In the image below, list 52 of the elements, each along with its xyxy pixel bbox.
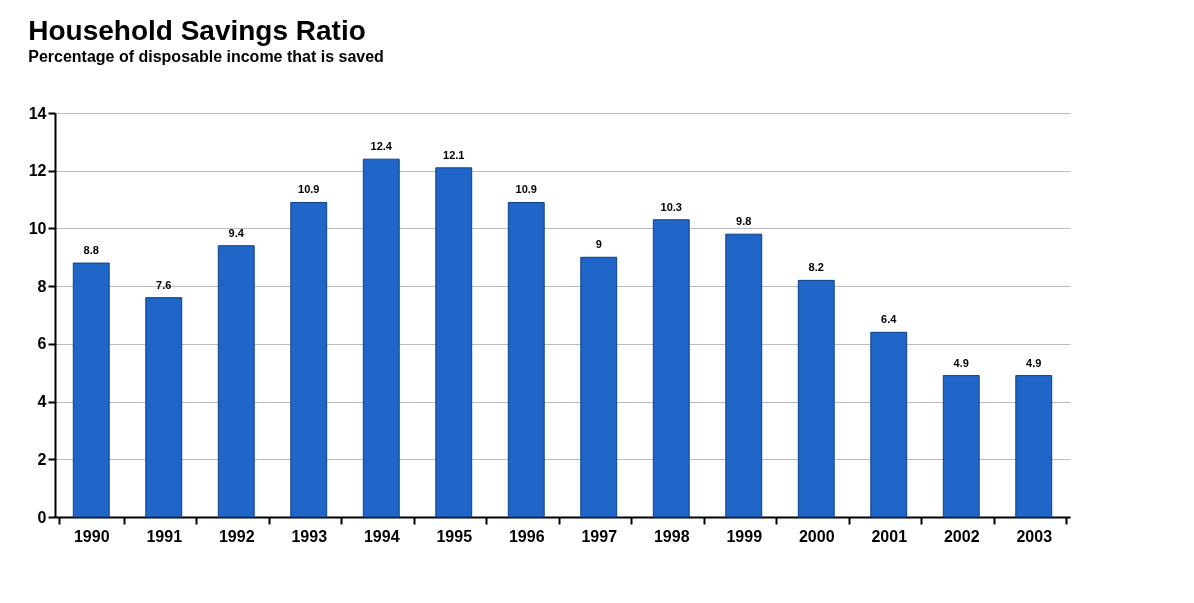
x-tick-label: 1991 bbox=[146, 527, 183, 545]
bar bbox=[797, 279, 835, 518]
data-label: 10.9 bbox=[298, 183, 320, 196]
x-tick-label: 2003 bbox=[1016, 527, 1053, 545]
bar bbox=[145, 297, 183, 518]
bar bbox=[580, 256, 618, 518]
data-label: 12.4 bbox=[370, 140, 393, 153]
data-label: 10.9 bbox=[515, 183, 537, 196]
x-tick-label: 2000 bbox=[798, 527, 835, 545]
chart-title: Household Savings Ratio bbox=[28, 15, 366, 46]
x-tick-label: 1996 bbox=[508, 527, 545, 545]
data-label: 9.8 bbox=[736, 215, 752, 228]
y-tick-label: 4 bbox=[37, 393, 47, 411]
y-tick-label: 8 bbox=[37, 277, 47, 295]
x-tick-label: 1992 bbox=[218, 527, 255, 545]
bar bbox=[942, 375, 980, 518]
x-tick-label: 2002 bbox=[943, 527, 980, 545]
data-label: 8.2 bbox=[808, 261, 824, 274]
data-label: 6.4 bbox=[881, 313, 898, 326]
x-tick-label: 1994 bbox=[363, 527, 400, 545]
bar bbox=[435, 167, 473, 518]
bar bbox=[72, 262, 110, 518]
bar bbox=[290, 201, 328, 518]
x-tick-label: 1990 bbox=[73, 527, 110, 545]
x-tick-label: 1999 bbox=[726, 527, 763, 545]
data-label: 12.1 bbox=[443, 148, 465, 161]
bar bbox=[217, 245, 255, 518]
bar bbox=[1015, 375, 1053, 518]
bar bbox=[652, 219, 690, 518]
y-tick-label: 12 bbox=[28, 162, 47, 180]
y-tick-label: 6 bbox=[37, 335, 47, 353]
bar bbox=[362, 158, 400, 518]
y-tick-label: 0 bbox=[37, 508, 47, 526]
bar bbox=[507, 201, 545, 518]
y-tick-label: 2 bbox=[37, 450, 47, 468]
data-label: 4.9 bbox=[953, 356, 969, 369]
data-label: 7.6 bbox=[156, 278, 172, 291]
data-label: 9.4 bbox=[228, 226, 245, 239]
x-tick-label: 1993 bbox=[291, 527, 328, 545]
chart-subtitle: Percentage of disposable income that is saved bbox=[28, 48, 384, 65]
data-label: 8.8 bbox=[83, 244, 99, 257]
x-tick-label: 2001 bbox=[871, 527, 908, 545]
y-tick-label: 10 bbox=[28, 219, 47, 237]
data-label: 9 bbox=[595, 238, 602, 251]
x-tick-label: 1995 bbox=[436, 527, 473, 545]
data-label: 10.3 bbox=[660, 200, 682, 213]
bar bbox=[870, 331, 908, 518]
x-tick-label: 1998 bbox=[653, 527, 690, 545]
x-tick-label: 1997 bbox=[581, 527, 618, 545]
data-label: 4.9 bbox=[1026, 356, 1042, 369]
y-tick-label: 14 bbox=[28, 104, 47, 122]
bar bbox=[725, 233, 763, 518]
